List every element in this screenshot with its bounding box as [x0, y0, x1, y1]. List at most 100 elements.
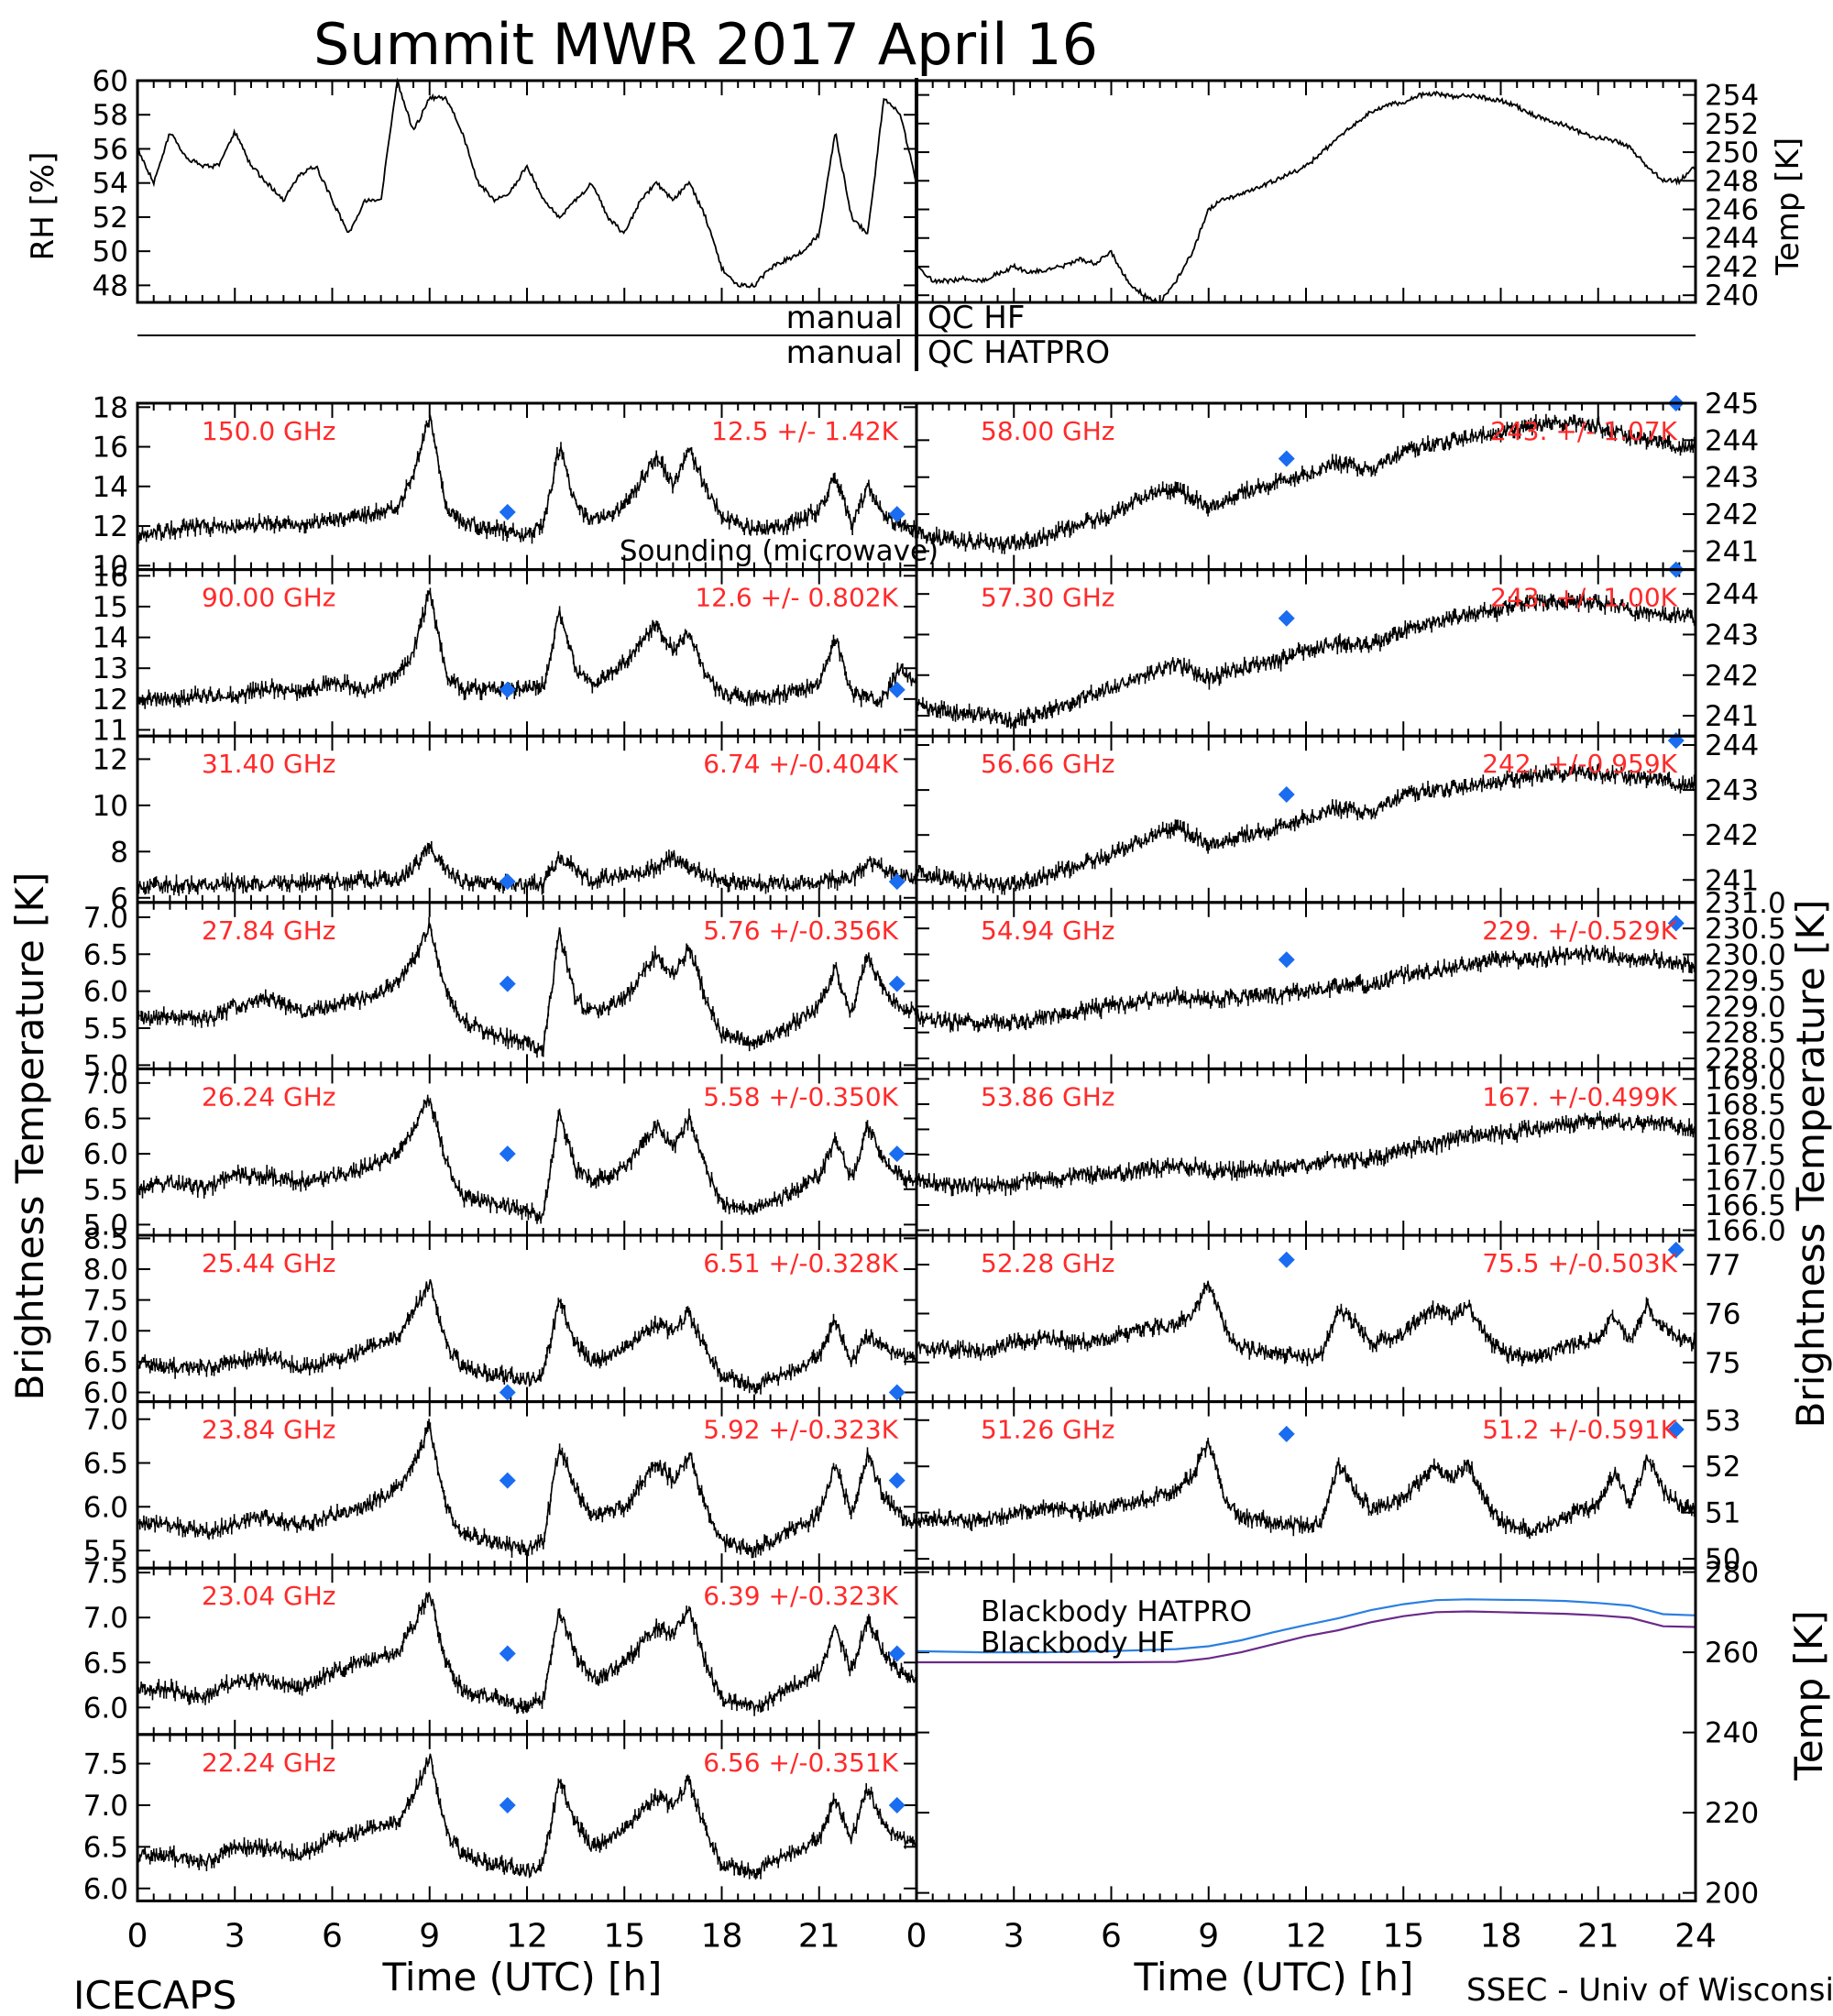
y-tick-label: 7.0: [83, 1068, 128, 1101]
frequency-label: 150.0 GHz: [202, 416, 336, 446]
y-tick-label: 169.0: [1705, 1063, 1786, 1096]
frequency-label: 56.66 GHz: [981, 749, 1115, 779]
y-tick-label: 220: [1705, 1797, 1759, 1830]
sounding-marker: [888, 681, 906, 698]
y-tick-label: 6.0: [83, 976, 128, 1009]
frequency-label: 22.24 GHz: [202, 1748, 336, 1778]
y-tick-label: 6.5: [83, 1831, 128, 1864]
panel-57_30: 241 242 243 244 57.30 GHz 243. +/- 1.00K: [915, 561, 1759, 738]
data-series-56: [916, 762, 1696, 895]
y-tick-label: 245: [1705, 388, 1759, 421]
stats-label: 12.6 +/- 0.802K: [695, 583, 898, 613]
y-tick-label: 7.0: [83, 1315, 128, 1348]
y-tick-label: 6.5: [83, 1448, 128, 1481]
stats-label: 6.39 +/-0.323K: [703, 1581, 898, 1611]
y-tick-label: 167.5: [1705, 1139, 1786, 1172]
data-series-31: [137, 840, 917, 896]
stats-label: 229. +/-0.529K: [1482, 915, 1677, 946]
y-tick-label: 243: [1705, 462, 1759, 495]
y-tick-label: 243: [1705, 619, 1759, 652]
qc-hatpro-manual: manual: [786, 334, 903, 371]
sounding-marker: [499, 975, 516, 992]
y-tick-label: 240: [1705, 1717, 1759, 1750]
y-tick-label: 15: [93, 591, 128, 624]
y-tick-label: 244: [1705, 424, 1759, 457]
y-tick-label: 166.5: [1705, 1189, 1786, 1222]
y-tick-label: 10: [93, 790, 128, 823]
sounding-marker: [888, 975, 906, 992]
y-tick-label: 52: [1705, 1451, 1740, 1484]
y-tick-label: 6.0: [83, 1491, 128, 1524]
right-tb-axis-label: Brightness Temperature [K]: [1788, 900, 1833, 1429]
series-line-0: [916, 1598, 1696, 1654]
y-tick-label: 7.0: [83, 1602, 128, 1635]
y-tick-label: 6.0: [83, 1692, 128, 1725]
y-tick-label: 54: [93, 168, 128, 201]
y-tick-label: 241: [1705, 535, 1759, 568]
y-tick-label: 14: [93, 622, 128, 655]
sounding-marker: [1278, 1425, 1295, 1442]
sounding-marker: [888, 506, 906, 523]
x-tick-label: 18: [701, 1917, 743, 1955]
stats-label: 6.74 +/-0.404K: [703, 749, 898, 779]
y-tick-label: 242: [1705, 251, 1759, 284]
sounding-marker: [1667, 1242, 1685, 1259]
y-tick-label: 8.0: [83, 1254, 128, 1287]
series-label-0: Blackbody HATPRO: [981, 1595, 1252, 1628]
panel-51: 50 51 52 53 51.26 GHz 51.2 +/-0.591K: [915, 1400, 1740, 1576]
y-tick-label: 77: [1705, 1249, 1740, 1282]
x-tick-label: 9: [1198, 1917, 1219, 1955]
y-tick-label: 58: [93, 99, 128, 132]
y-tick-label: 6.5: [83, 1102, 128, 1135]
x-tick-label: 24: [1674, 1917, 1717, 1955]
sounding-marker: [499, 1145, 516, 1163]
x-tick-label: 12: [1285, 1917, 1327, 1955]
y-tick-label: 242: [1705, 660, 1759, 693]
y-tick-label: 250: [1705, 137, 1759, 170]
panel-25: 6.06.57.07.58.08.5 25.44 GHz 6.51 +/-0.328…: [83, 1222, 918, 1410]
y-tick-label: 241: [1705, 700, 1759, 733]
stats-label: 5.58 +/-0.350K: [703, 1081, 898, 1112]
y-tick-label: 6: [110, 882, 128, 915]
frequency-label: 23.04 GHz: [202, 1581, 336, 1611]
panel-23_04: 6.0 6.5 7.0 7.5 23.04 GHz 6.39 +/-0.323K: [83, 1557, 918, 1737]
y-tick-label: 5.0: [83, 1209, 128, 1242]
y-tick-label: 167.0: [1705, 1164, 1786, 1197]
x-tick-label: 6: [322, 1917, 343, 1955]
sounding-marker: [1278, 609, 1295, 627]
y-tick-label: 229.5: [1705, 965, 1786, 998]
stats-label: 242. +/-0.959K: [1482, 749, 1677, 779]
y-tick-label: 280: [1705, 1557, 1759, 1590]
sounding-label: Sounding (microwave): [620, 535, 938, 568]
sounding-marker: [499, 503, 516, 520]
stats-label: 167. +/-0.499K: [1482, 1081, 1677, 1112]
frequency-label: 53.86 GHz: [981, 1081, 1115, 1112]
y-tick-label: 200: [1705, 1878, 1759, 1911]
y-tick-label: 228.0: [1705, 1043, 1786, 1076]
sounding-marker: [888, 1145, 906, 1163]
x-tick-label: 3: [1004, 1917, 1025, 1955]
y-tick-label: 244: [1705, 729, 1759, 762]
sounding-marker: [888, 873, 906, 891]
frequency-label: 26.24 GHz: [202, 1081, 336, 1112]
data-series-52: [916, 1280, 1696, 1366]
y-tick-label: 13: [93, 652, 128, 685]
sounding-marker: [499, 1472, 516, 1489]
frequency-label: 25.44 GHz: [202, 1248, 336, 1278]
y-tick-label: 52: [93, 202, 128, 235]
y-tick-label: 8: [110, 836, 128, 869]
y-tick-label: 16: [93, 560, 128, 593]
y-tick-label: 7.0: [83, 1404, 128, 1437]
credit-label: SSEC - Univ of Wisconsin: [1466, 1972, 1833, 2009]
stats-label: 6.56 +/-0.351K: [703, 1748, 898, 1778]
y-tick-label: 12: [93, 743, 128, 776]
sounding-marker: [499, 1796, 516, 1813]
y-tick-label: 60: [93, 65, 128, 98]
y-tick-label: 48: [93, 269, 128, 302]
stats-label: 75.5 +/-0.503K: [1482, 1248, 1677, 1278]
